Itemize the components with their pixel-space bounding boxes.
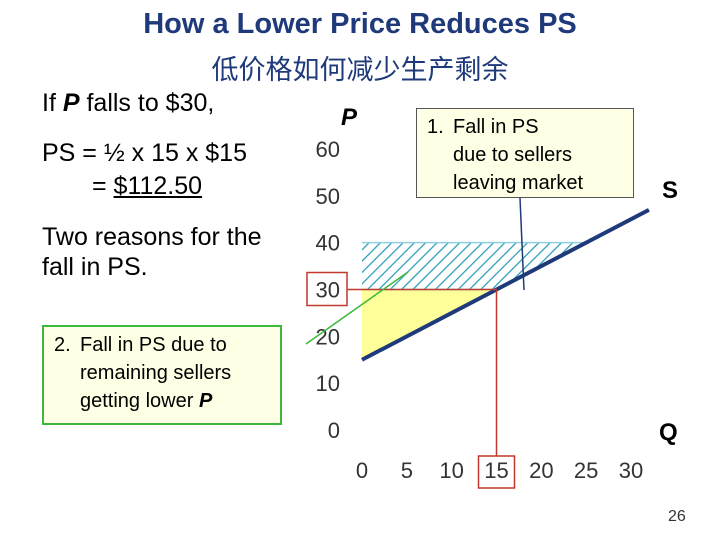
callout-2-line-2: remaining sellers [80, 362, 232, 384]
callout-2-number: 2. [54, 334, 71, 356]
y-axis-label: P [341, 104, 358, 131]
reasons-text: Two reasons for the fall in PS. [42, 223, 262, 281]
y-tick-label: 10 [316, 371, 340, 396]
ps-result: = $112.50 [92, 171, 202, 201]
price-variable: P [62, 89, 80, 117]
price-fall-suffix: falls to $30, [79, 89, 215, 117]
supply-curve [361, 208, 650, 362]
y-tick-label: 40 [316, 231, 340, 256]
y-tick-label: 0 [328, 418, 340, 443]
callout-2-line-3-prefix: getting lower [80, 390, 199, 412]
ps-result-prefix: = [92, 172, 114, 200]
slide-title-chinese: 低价格如何减少生产剩余 [211, 55, 509, 86]
y-tick-label: 20 [316, 324, 340, 349]
price-fall-statement: If P falls to $30, [42, 88, 214, 118]
x-tick-label: 10 [439, 458, 463, 483]
region-lost-ps [362, 242, 587, 290]
price-fall-prefix: If [42, 89, 63, 117]
y-tick-label: 30 [316, 278, 340, 303]
ps-formula: PS = ½ x 15 x $15 [42, 139, 247, 167]
ps-result-value: $112.50 [113, 172, 203, 200]
callout-1-number: 1. [427, 116, 444, 138]
callout-1-line-3: leaving market [453, 172, 584, 194]
x-tick-highlight-box [477, 455, 516, 489]
y-tick-highlight-box [306, 271, 348, 307]
callout-2-line-1: Fall in PS due to [80, 334, 227, 356]
x-tick-label: 20 [529, 458, 553, 483]
x-tick-label: 15 [484, 458, 508, 483]
y-tick-label: 50 [316, 184, 340, 209]
x-axis-label: Q [659, 419, 678, 446]
callout-1-line-1: Fall in PS [453, 116, 539, 138]
slide-title: How a Lower Price Reduces PS [143, 8, 577, 40]
region-new-ps [362, 289, 497, 360]
x-tick-label: 5 [401, 458, 413, 483]
x-tick-label: 25 [574, 458, 598, 483]
callout-sellers-leaving: 1. Fall in PS due to sellers leaving mark… [416, 108, 634, 198]
x-tick-label: 30 [619, 458, 643, 483]
callout-2-line-3: getting lower P [54, 387, 270, 415]
callout-1-line-2: due to sellers [453, 144, 572, 166]
x-tick-label: 0 [356, 458, 368, 483]
callout-1-pointer [519, 197, 525, 291]
callout-lower-price: 2. Fall in PS due to remaining sellers ge… [42, 325, 282, 425]
callout-2-price-variable: P [198, 390, 213, 412]
supply-curve-label: S [662, 177, 678, 204]
page-number: 26 [668, 508, 686, 525]
callout-2-pointer [305, 271, 409, 345]
y-tick-label: 60 [316, 137, 340, 162]
